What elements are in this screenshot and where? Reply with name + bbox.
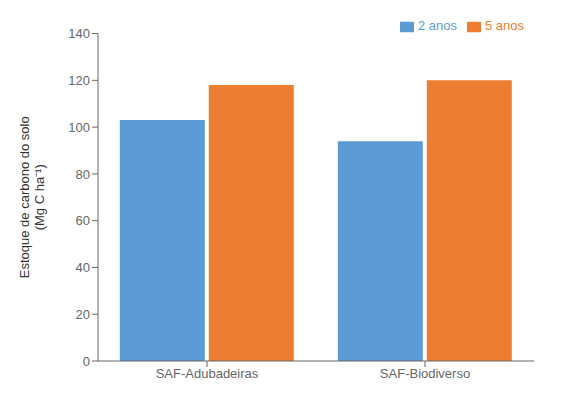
svg-text:120: 120 bbox=[68, 73, 90, 88]
svg-text:SAF-Biodiverso: SAF-Biodiverso bbox=[380, 366, 470, 381]
svg-text:100: 100 bbox=[68, 120, 90, 135]
svg-text:0: 0 bbox=[83, 354, 90, 369]
svg-text:20: 20 bbox=[76, 307, 90, 322]
svg-text:60: 60 bbox=[76, 213, 90, 228]
html-text:2 anos: 2 anos bbox=[417, 18, 457, 33]
html-text:5 anos: 5 anos bbox=[485, 18, 524, 33]
svg-text:Estoque de carbono do solo(Mg: Estoque de carbono do solo(Mg C ha⁻¹) bbox=[17, 116, 47, 278]
svg-text:80: 80 bbox=[76, 167, 90, 182]
svg-text:140: 140 bbox=[68, 26, 90, 41]
svg-text:SAF-Adubadeiras: SAF-Adubadeiras bbox=[156, 366, 259, 381]
svg-text:40: 40 bbox=[76, 260, 90, 275]
